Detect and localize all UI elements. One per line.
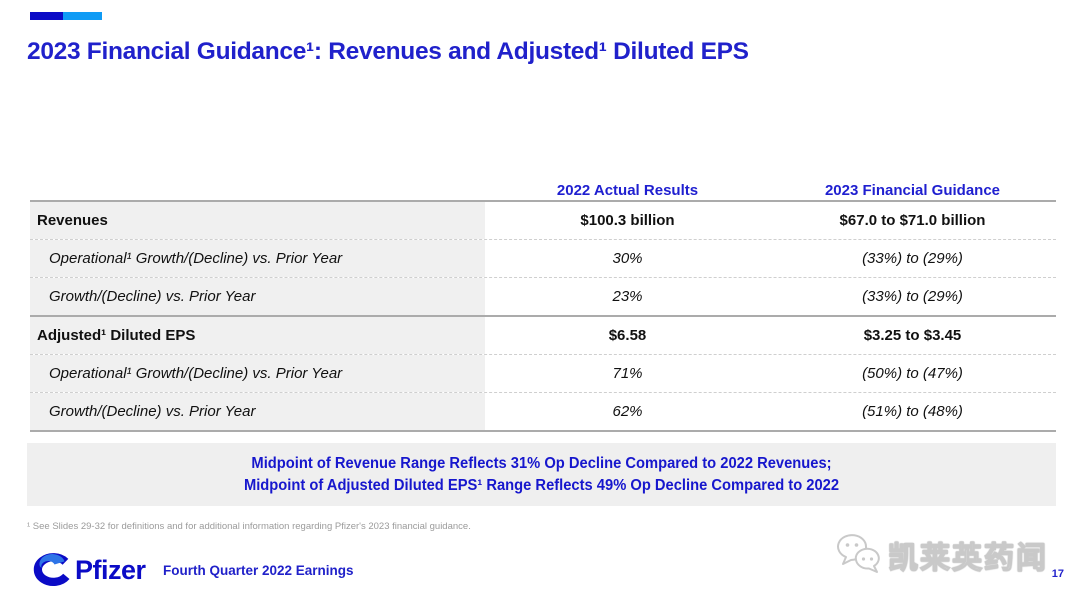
row-value-2022: 62% (612, 403, 643, 420)
row-value-2022: $6.58 (608, 327, 647, 344)
column-header-2023: 2023 Financial Guidance (824, 182, 1001, 199)
row-value-2022: $100.3 billion (580, 212, 675, 229)
accent-bar-dark (30, 12, 63, 20)
row-value-2023: $3.25 to $3.45 (863, 327, 962, 344)
row-label: Adjusted¹ Diluted EPS (30, 317, 485, 354)
row-label: Operational¹ Growth/(Decline) vs. Prior … (30, 355, 485, 392)
watermark-text: 凯莱英药闻 (887, 541, 1048, 575)
table-row-revenues-operational-growth: Operational¹ Growth/(Decline) vs. Prior … (30, 239, 1056, 277)
table-row-adjusted-diluted-eps: Adjusted¹ Diluted EPS $6.58 $3.25 to $3.… (30, 315, 1056, 354)
accent-bar-light (63, 12, 102, 20)
banner-line-1: Midpoint of Revenue Range Reflects 31% O… (251, 455, 832, 472)
footnote: ¹ See Slides 29-32 for definitions and f… (27, 521, 471, 532)
table-row-eps-growth: Growth/(Decline) vs. Prior Year 62% (51%… (30, 392, 1056, 430)
banner-line-2: Midpoint of Adjusted Diluted EPS¹ Range … (243, 476, 840, 494)
column-header-2022: 2022 Actual Results (556, 182, 699, 199)
row-value-2022: 30% (612, 250, 643, 267)
wechat-icon (837, 534, 880, 573)
table-row-revenues-growth: Growth/(Decline) vs. Prior Year 23% (33%… (30, 277, 1056, 315)
table-body: Revenues $100.3 billion $67.0 to $71.0 b… (30, 200, 1056, 432)
pfizer-logo: Pfizer (27, 549, 146, 591)
row-value-2023: (33%) to (29%) (862, 250, 963, 267)
row-value-2023: (51%) to (48%) (862, 403, 963, 420)
brand-accent-bars (30, 12, 102, 20)
row-value-2022: 23% (612, 288, 643, 305)
pfizer-swirl-icon (33, 553, 70, 586)
footer-tagline: Fourth Quarter 2022 Earnings (163, 563, 354, 578)
guidance-table: 2022 Actual Results 2023 Financial Guida… (30, 177, 1056, 432)
page-number: 17 (1051, 568, 1064, 580)
pfizer-wordmark: Pfizer (75, 554, 146, 585)
row-label: Growth/(Decline) vs. Prior Year (30, 393, 485, 430)
table-row-eps-operational-growth: Operational¹ Growth/(Decline) vs. Prior … (30, 354, 1056, 392)
slide-title: 2023 Financial Guidance¹: Revenues and A… (27, 38, 749, 65)
row-value-2023: (50%) to (47%) (862, 365, 963, 382)
row-label: Growth/(Decline) vs. Prior Year (30, 278, 485, 315)
row-value-2022: 71% (612, 365, 643, 382)
row-label: Revenues (30, 202, 485, 239)
row-label: Operational¹ Growth/(Decline) vs. Prior … (30, 240, 485, 277)
table-header-row: 2022 Actual Results 2023 Financial Guida… (30, 177, 1056, 199)
row-value-2023: $67.0 to $71.0 billion (839, 212, 986, 229)
row-value-2023: (33%) to (29%) (862, 288, 963, 305)
midpoint-summary-banner: Midpoint of Revenue Range Reflects 31% O… (27, 443, 1056, 506)
watermark: 凯莱英药闻 (836, 533, 1048, 577)
table-row-revenues: Revenues $100.3 billion $67.0 to $71.0 b… (30, 200, 1056, 239)
